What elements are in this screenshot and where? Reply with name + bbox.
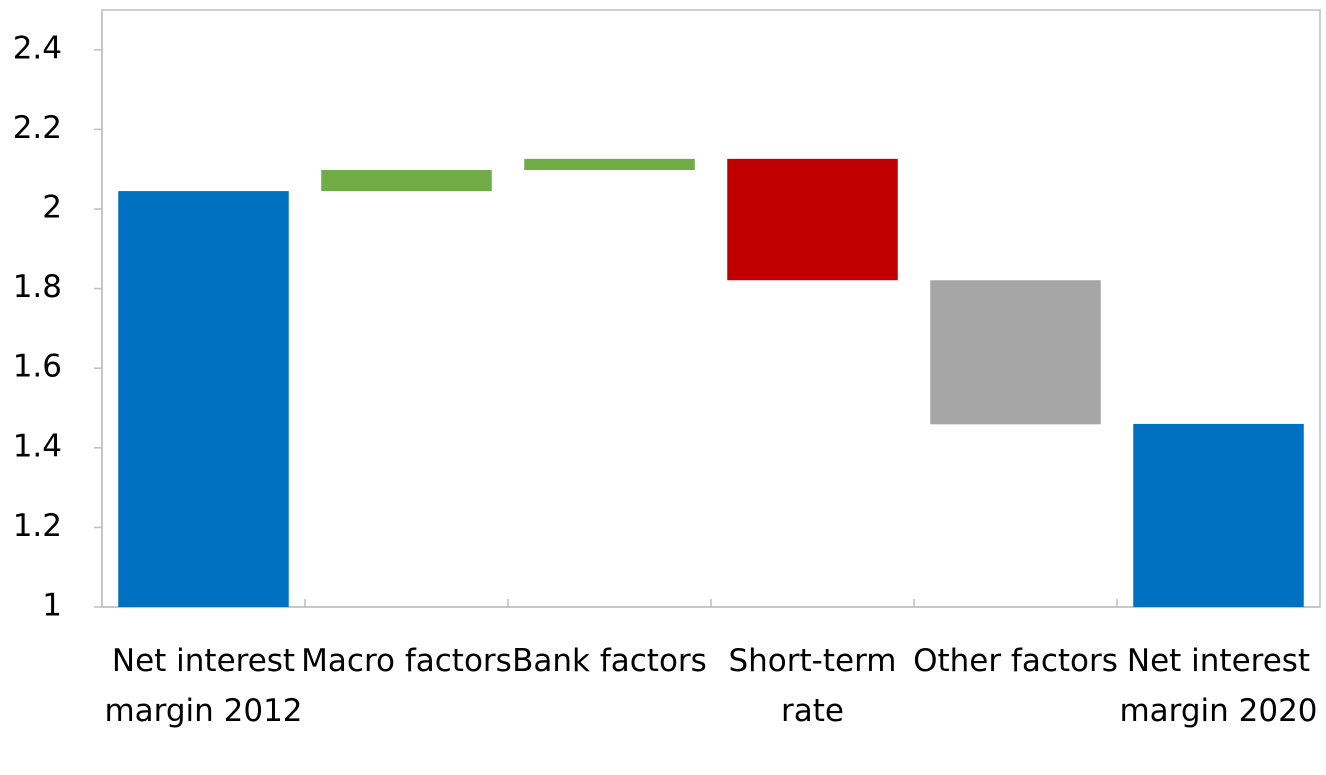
- y-tick-label: 2: [42, 190, 62, 226]
- bar: [727, 158, 898, 281]
- y-tick-label: 2.2: [13, 110, 62, 146]
- y-tick-label: 1.8: [13, 269, 62, 305]
- y-tick-label: 1.2: [13, 508, 62, 544]
- x-tick-label: Macro factors: [301, 643, 512, 679]
- y-tick-label: 1.4: [13, 428, 62, 464]
- bar: [930, 280, 1101, 425]
- bar: [524, 158, 695, 170]
- bar: [118, 191, 289, 607]
- x-tick-label: Other factors: [913, 643, 1118, 679]
- x-tick-label: Bank factors: [512, 643, 707, 679]
- x-tick-label: Net interest margin 2020: [1119, 643, 1318, 729]
- y-tick-label: 2.4: [13, 30, 62, 66]
- bar: [321, 169, 492, 192]
- y-tick-label: 1: [42, 588, 62, 624]
- x-tick-label: Net interest margin 2012: [104, 643, 303, 729]
- x-tick-label: Short-term rate: [728, 643, 897, 729]
- y-tick-label: 1.6: [13, 349, 62, 385]
- bar: [1133, 423, 1304, 607]
